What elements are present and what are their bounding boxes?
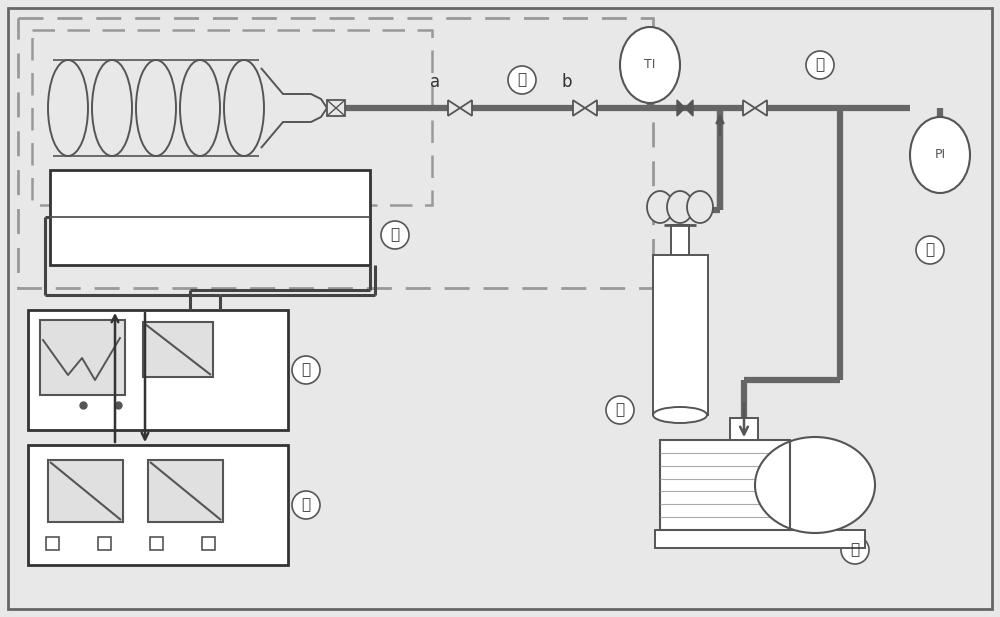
Ellipse shape: [687, 191, 713, 223]
Text: TI: TI: [644, 59, 656, 72]
Ellipse shape: [755, 437, 875, 533]
Bar: [28, 310, 288, 430]
Ellipse shape: [136, 60, 176, 156]
Text: ⑤: ⑤: [850, 543, 860, 557]
Bar: [655, 530, 865, 548]
Bar: [18, 18, 653, 288]
Ellipse shape: [48, 60, 88, 156]
Bar: [46, 537, 59, 550]
Text: ①: ①: [301, 363, 311, 377]
Bar: [143, 322, 213, 377]
Ellipse shape: [667, 191, 693, 223]
Circle shape: [292, 491, 320, 519]
Bar: [660, 440, 790, 530]
Text: PI: PI: [934, 149, 946, 162]
Bar: [40, 320, 125, 395]
Text: ⑥: ⑥: [615, 403, 625, 417]
Bar: [730, 418, 758, 440]
Polygon shape: [677, 100, 685, 116]
Ellipse shape: [224, 60, 264, 156]
Circle shape: [381, 221, 409, 249]
Bar: [148, 460, 223, 522]
Text: ④: ④: [925, 243, 935, 257]
Bar: [202, 537, 215, 550]
Ellipse shape: [180, 60, 220, 156]
Ellipse shape: [620, 27, 680, 103]
Polygon shape: [685, 100, 693, 116]
Circle shape: [606, 396, 634, 424]
Circle shape: [292, 356, 320, 384]
Circle shape: [916, 236, 944, 264]
Circle shape: [508, 66, 536, 94]
Bar: [150, 537, 163, 550]
Text: b: b: [562, 73, 572, 91]
Text: ⑦: ⑦: [517, 73, 527, 87]
Text: ⑧: ⑧: [815, 58, 825, 72]
Text: ②: ②: [301, 498, 311, 512]
Bar: [98, 537, 111, 550]
Ellipse shape: [910, 117, 970, 193]
Ellipse shape: [92, 60, 132, 156]
Text: a: a: [430, 73, 440, 91]
Bar: [32, 30, 432, 205]
Bar: [653, 255, 708, 415]
Bar: [28, 445, 288, 565]
Bar: [50, 170, 370, 265]
Circle shape: [841, 536, 869, 564]
Bar: [327, 100, 345, 116]
Ellipse shape: [647, 191, 673, 223]
Bar: [48, 460, 123, 522]
Bar: [671, 225, 689, 255]
Circle shape: [806, 51, 834, 79]
Ellipse shape: [653, 407, 707, 423]
Text: ③: ③: [390, 228, 400, 242]
